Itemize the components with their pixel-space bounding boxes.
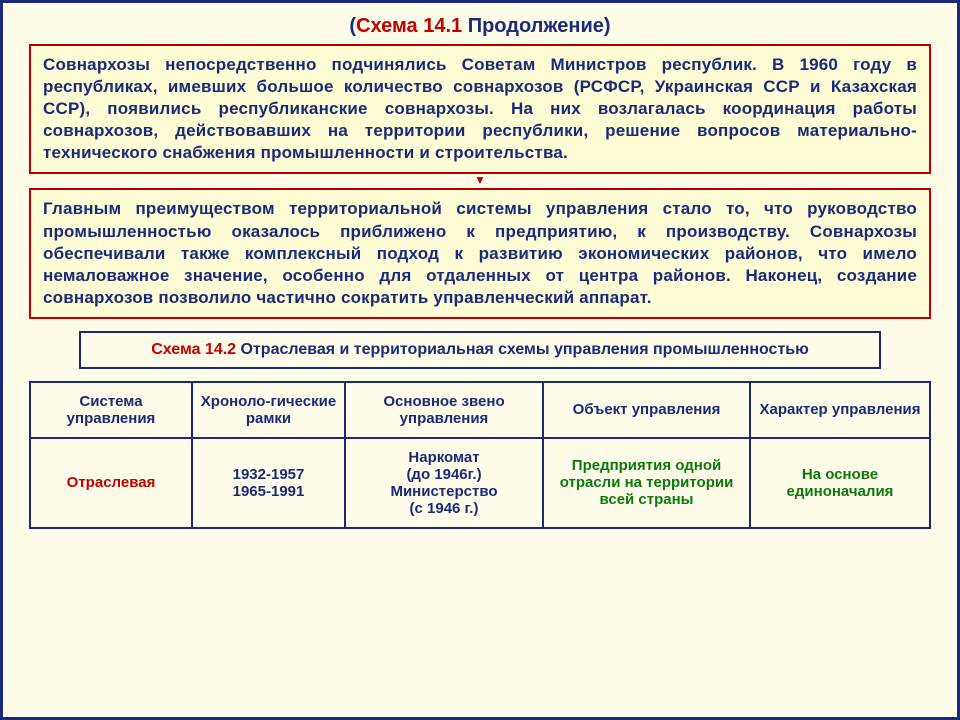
cell-character: На основе единоначалия <box>750 438 930 528</box>
table-row: Отраслевая 1932-1957 1965-1991 Наркомат … <box>30 438 930 528</box>
page-content: (Схема 14.1 Продолжение) Совнархозы непо… <box>3 3 957 537</box>
info-box-1-text: Совнархозы непосредственно подчинялись С… <box>43 54 917 164</box>
info-box-2: Главным преимуществом территориальной си… <box>29 188 931 318</box>
cell-main-link: Наркомат (до 1946г.) Министерство (с 194… <box>345 438 543 528</box>
connector-arrow: ▼ <box>29 176 931 186</box>
col-character: Характер управления <box>750 382 930 438</box>
schema-2-red: Схема 14.2 <box>151 341 236 358</box>
cell-system: Отраслевая <box>30 438 192 528</box>
col-main-link: Основное звено управления <box>345 382 543 438</box>
info-box-2-text: Главным преимуществом территориальной си… <box>43 198 917 308</box>
management-table: Система управления Хроноло-гические рамк… <box>29 381 931 529</box>
cell-chronology: 1932-1957 1965-1991 <box>192 438 345 528</box>
header-continuation: Продолжение) <box>462 15 610 37</box>
col-object: Объект управления <box>543 382 750 438</box>
col-chronology: Хроноло-гические рамки <box>192 382 345 438</box>
schema-2-rest: Отраслевая и территориальная схемы управ… <box>236 341 809 358</box>
col-system: Система управления <box>30 382 192 438</box>
page-header: (Схема 14.1 Продолжение) <box>29 15 931 38</box>
cell-object: Предприятия одной отрасли на территории … <box>543 438 750 528</box>
table-header-row: Система управления Хроноло-гические рамк… <box>30 382 930 438</box>
schema-2-label: Схема 14.2 Отраслевая и территориальная … <box>79 331 881 369</box>
info-box-1: Совнархозы непосредственно подчинялись С… <box>29 44 931 174</box>
header-schema-label: Схема 14.1 <box>356 15 462 37</box>
